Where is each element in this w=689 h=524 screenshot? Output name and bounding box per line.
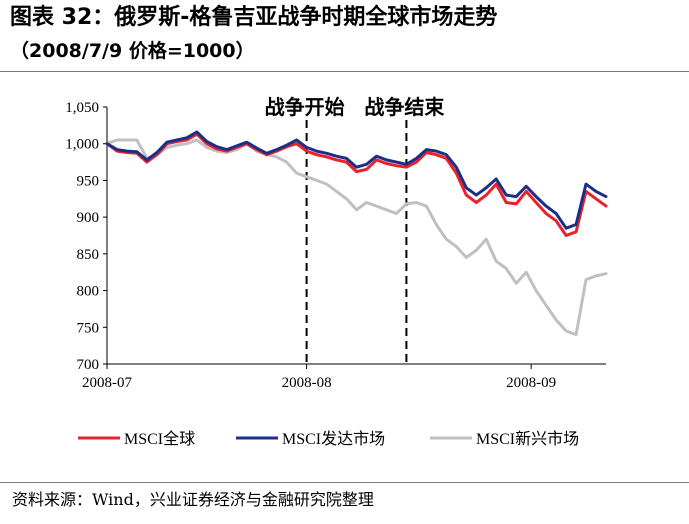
x-tick-label: 2008-07: [82, 375, 132, 391]
chart-title: 图表 32：俄罗斯-格鲁吉亚战争时期全球市场走势: [10, 5, 498, 30]
source-divider: [0, 482, 689, 483]
chart-axes: 1,050 1,000 950 900 850 800 750 700 2008-07 2008-…: [65, 100, 606, 391]
chart-series: [105, 130, 608, 337]
y-tick-label: 700: [77, 357, 100, 373]
series-line: [105, 130, 608, 230]
y-tick-label: 1,000: [65, 137, 99, 153]
event-marker-label: 战争结束: [364, 95, 445, 119]
series-line: [105, 132, 608, 237]
y-tick-label: 1,050: [65, 100, 99, 116]
x-tick-label: 2008-09: [506, 375, 556, 391]
y-tick-label: 850: [77, 247, 100, 263]
event-markers: 战争开始 战争结束: [265, 95, 445, 364]
legend-label: MSCI全球: [124, 430, 195, 448]
x-tick-label: 2008-08: [282, 375, 332, 391]
y-tick-label: 950: [77, 173, 100, 189]
title-divider: [0, 71, 689, 72]
source-note: 资料来源：Wind，兴业证券经济与金融研究院整理: [12, 490, 374, 509]
legend-label: MSCI发达市场: [282, 430, 385, 448]
chart-subtitle: （2008/7/9 价格=1000）: [10, 40, 255, 62]
y-tick-label: 750: [77, 320, 100, 336]
y-tick-label: 900: [77, 210, 100, 226]
line-chart: 1,050 1,000 950 900 850 800 750 700 2008-07 2008-…: [65, 95, 608, 448]
y-tick-label: 800: [77, 284, 100, 300]
chart-legend: MSCI全球 MSCI发达市场 MSCI新兴市场: [78, 430, 579, 448]
event-marker-label: 战争开始: [265, 95, 345, 119]
series-line: [105, 138, 608, 337]
legend-label: MSCI新兴市场: [476, 430, 579, 448]
